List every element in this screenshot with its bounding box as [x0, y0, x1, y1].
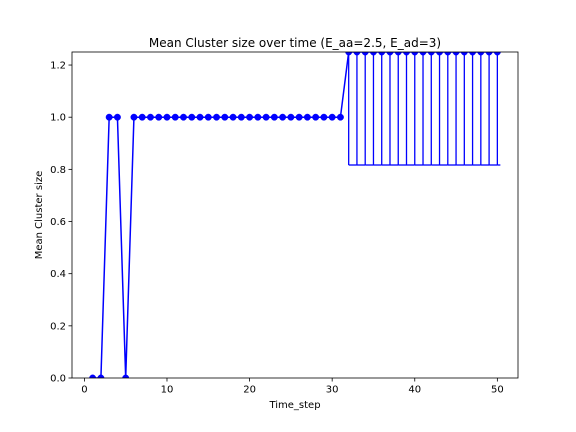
data-point — [270, 113, 278, 121]
data-point — [320, 113, 328, 121]
data-point — [295, 113, 303, 121]
x-tick-label: 50 — [491, 385, 504, 396]
data-point — [196, 113, 204, 121]
data-point — [171, 113, 179, 121]
y-tick-label: 1.2 — [50, 61, 66, 72]
data-point — [312, 113, 320, 121]
data-point — [419, 52, 427, 56]
y-tick-label: 0.8 — [50, 165, 66, 176]
x-axis-label: Time_step — [268, 400, 320, 411]
data-point — [427, 52, 435, 56]
data-point — [493, 52, 501, 56]
x-tick-label: 0 — [81, 385, 87, 396]
data-point — [188, 113, 196, 121]
data-layer — [89, 52, 501, 378]
data-point — [460, 52, 468, 56]
data-point — [246, 113, 254, 121]
y-tick-label: 0.6 — [50, 217, 66, 228]
data-point — [444, 52, 452, 56]
y-tick-label: 0.2 — [50, 321, 66, 332]
data-point — [345, 52, 353, 56]
data-point — [411, 52, 419, 56]
data-point — [130, 113, 138, 121]
data-point — [469, 52, 477, 56]
data-point — [328, 113, 336, 121]
data-point — [237, 113, 245, 121]
data-point — [229, 113, 237, 121]
x-axis-ticks: 0 10 20 30 40 50 — [81, 378, 504, 396]
data-point — [303, 113, 311, 121]
plot-frame — [71, 51, 519, 379]
y-tick-label: 0.4 — [50, 269, 66, 280]
data-point — [221, 113, 229, 121]
data-point — [436, 52, 443, 56]
plot-area — [72, 52, 518, 378]
data-point — [279, 113, 287, 121]
chart-title: Mean Cluster size over time (E_aa=2.5, E… — [149, 36, 441, 50]
x-tick-label: 40 — [408, 385, 421, 396]
y-axis-ticks: 0.0 0.2 0.4 0.6 0.8 1.0 1.2 — [50, 61, 72, 385]
data-point — [477, 52, 485, 56]
data-point — [262, 113, 270, 121]
data-point — [287, 113, 295, 121]
data-point — [403, 52, 410, 56]
data-point — [336, 113, 344, 121]
data-point — [394, 52, 402, 56]
y-axis-label: Mean Cluster size — [34, 171, 45, 260]
data-point — [213, 113, 220, 121]
data-point — [180, 113, 187, 121]
data-point — [386, 52, 394, 56]
data-point — [485, 52, 493, 56]
data-point — [147, 113, 154, 121]
data-point — [378, 52, 386, 56]
y-tick-label: 0.0 — [50, 374, 66, 385]
x-tick-label: 20 — [243, 385, 256, 396]
data-point — [155, 113, 163, 121]
y-tick-label: 1.0 — [50, 113, 66, 124]
data-point — [452, 52, 460, 56]
data-point — [138, 113, 146, 121]
data-point — [204, 113, 212, 121]
data-point — [113, 113, 121, 121]
data-point — [163, 113, 171, 121]
x-tick-label: 30 — [326, 385, 339, 396]
data-point — [105, 113, 113, 121]
data-point — [353, 52, 361, 56]
data-point — [370, 52, 377, 56]
data-point — [254, 113, 262, 121]
data-point — [361, 52, 369, 56]
x-tick-label: 10 — [161, 385, 174, 396]
